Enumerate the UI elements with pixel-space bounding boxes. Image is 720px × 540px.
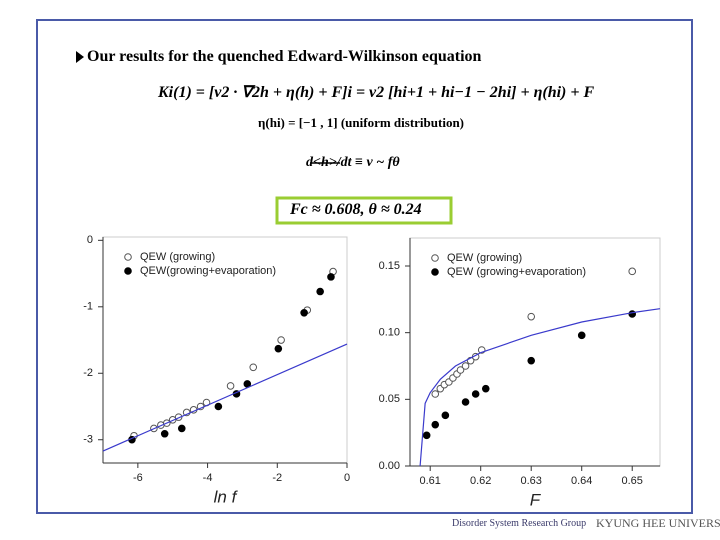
legend-marker bbox=[124, 253, 132, 261]
legend-label: QEW (growing) bbox=[140, 251, 215, 263]
x-axis-label: F bbox=[530, 490, 542, 509]
result: Fc ≈ 0.608, θ ≈ 0.24 bbox=[290, 201, 422, 218]
x-tick-label: -6 bbox=[133, 472, 143, 484]
equation: η(hi) = [−1 , 1] (uniform distribution) bbox=[258, 115, 465, 130]
data-point bbox=[527, 312, 536, 321]
data-point bbox=[327, 273, 335, 281]
y-tick-label: -2 bbox=[83, 367, 93, 379]
y-tick-label: -3 bbox=[83, 434, 93, 446]
result-box bbox=[275, 196, 453, 225]
data-point bbox=[300, 308, 308, 317]
x-tick-label: -2 bbox=[272, 472, 282, 484]
slide-frame bbox=[36, 19, 693, 514]
x-tick-label: 0.61 bbox=[419, 475, 440, 487]
equation: Ki(1) = [ν2 · ∇2h + η(h) + F]i = ν2 [hi+… bbox=[158, 84, 595, 101]
legend-label: QEW(growing+evaporation) bbox=[140, 265, 276, 277]
slide-title: Our results for the quenched Edward-Wilk… bbox=[87, 48, 482, 65]
data-point bbox=[277, 336, 285, 344]
x-tick-label: -4 bbox=[203, 472, 213, 484]
data-point bbox=[160, 429, 169, 438]
legend-marker bbox=[431, 268, 439, 276]
logo-university: KYUNG HEE UNIVERSITY bbox=[596, 516, 720, 530]
data-point bbox=[527, 356, 536, 365]
logo-group: Disorder System Research Group bbox=[452, 518, 587, 529]
data-point bbox=[628, 267, 637, 276]
data-point bbox=[177, 424, 186, 433]
equation: d<h>/dt ≡ v ~ fθ bbox=[306, 155, 400, 170]
data-point bbox=[316, 287, 324, 296]
data-point bbox=[226, 382, 235, 390]
x-tick-label: 0.62 bbox=[470, 475, 491, 487]
legend-marker bbox=[431, 254, 439, 262]
legend-label: QEW (growing+evaporation) bbox=[447, 266, 586, 278]
y-tick-label: 0.00 bbox=[379, 460, 400, 472]
legend-marker bbox=[124, 267, 132, 275]
data-point bbox=[431, 390, 440, 398]
bullet bbox=[76, 51, 84, 63]
y-tick-label: 0.05 bbox=[379, 393, 400, 405]
data-point bbox=[577, 331, 586, 340]
data-point bbox=[628, 310, 637, 318]
data-point bbox=[456, 366, 465, 374]
data-point bbox=[461, 398, 470, 406]
y-tick-label: 0 bbox=[87, 234, 93, 246]
data-point bbox=[214, 402, 223, 411]
x-tick-label: 0.63 bbox=[521, 475, 542, 487]
x-tick-label: 0.64 bbox=[571, 475, 592, 487]
x-tick-label: 0 bbox=[344, 472, 350, 484]
data-point bbox=[249, 363, 258, 372]
data-point bbox=[461, 362, 470, 370]
x-tick-label: 0.65 bbox=[622, 475, 643, 487]
fit-line bbox=[102, 343, 348, 452]
fit-line bbox=[419, 308, 661, 467]
legend-label: QEW (growing) bbox=[447, 252, 522, 264]
data-point bbox=[471, 390, 480, 398]
data-point bbox=[441, 411, 450, 420]
data-point bbox=[422, 431, 431, 440]
data-point bbox=[274, 344, 283, 353]
x-axis-label: ln f bbox=[214, 487, 239, 506]
y-tick-label: 0.10 bbox=[379, 327, 400, 339]
data-point bbox=[481, 384, 490, 393]
data-point bbox=[431, 420, 440, 429]
y-tick-label: 0.15 bbox=[379, 260, 400, 272]
y-tick-label: -1 bbox=[83, 301, 93, 313]
